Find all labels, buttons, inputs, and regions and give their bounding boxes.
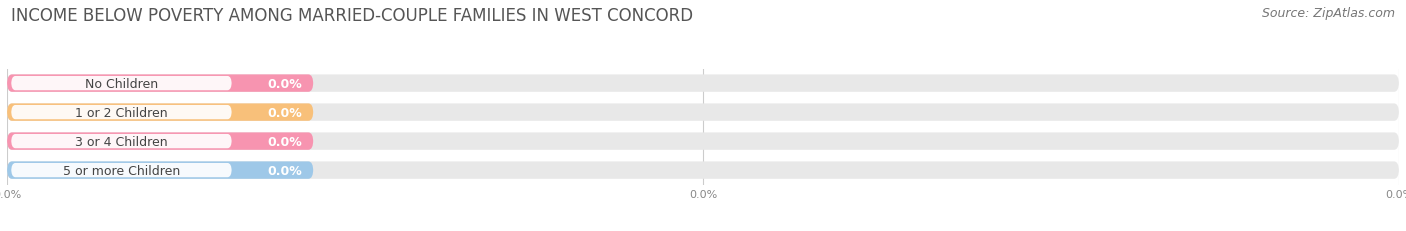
- Text: 0.0%: 0.0%: [267, 135, 302, 148]
- Text: INCOME BELOW POVERTY AMONG MARRIED-COUPLE FAMILIES IN WEST CONCORD: INCOME BELOW POVERTY AMONG MARRIED-COUPL…: [11, 7, 693, 25]
- Text: Source: ZipAtlas.com: Source: ZipAtlas.com: [1261, 7, 1395, 20]
- FancyBboxPatch shape: [11, 134, 232, 149]
- Text: 0.0%: 0.0%: [267, 77, 302, 90]
- FancyBboxPatch shape: [7, 104, 1399, 121]
- FancyBboxPatch shape: [7, 133, 1399, 150]
- FancyBboxPatch shape: [7, 133, 314, 150]
- FancyBboxPatch shape: [11, 77, 232, 91]
- Text: No Children: No Children: [84, 77, 157, 90]
- Text: 1 or 2 Children: 1 or 2 Children: [75, 106, 167, 119]
- Text: 3 or 4 Children: 3 or 4 Children: [75, 135, 167, 148]
- FancyBboxPatch shape: [11, 163, 232, 177]
- FancyBboxPatch shape: [7, 162, 314, 179]
- Text: 0.0%: 0.0%: [267, 164, 302, 177]
- FancyBboxPatch shape: [7, 104, 314, 121]
- FancyBboxPatch shape: [7, 75, 314, 92]
- FancyBboxPatch shape: [11, 106, 232, 120]
- Text: 0.0%: 0.0%: [267, 106, 302, 119]
- FancyBboxPatch shape: [7, 162, 1399, 179]
- FancyBboxPatch shape: [7, 75, 1399, 92]
- Text: 5 or more Children: 5 or more Children: [63, 164, 180, 177]
